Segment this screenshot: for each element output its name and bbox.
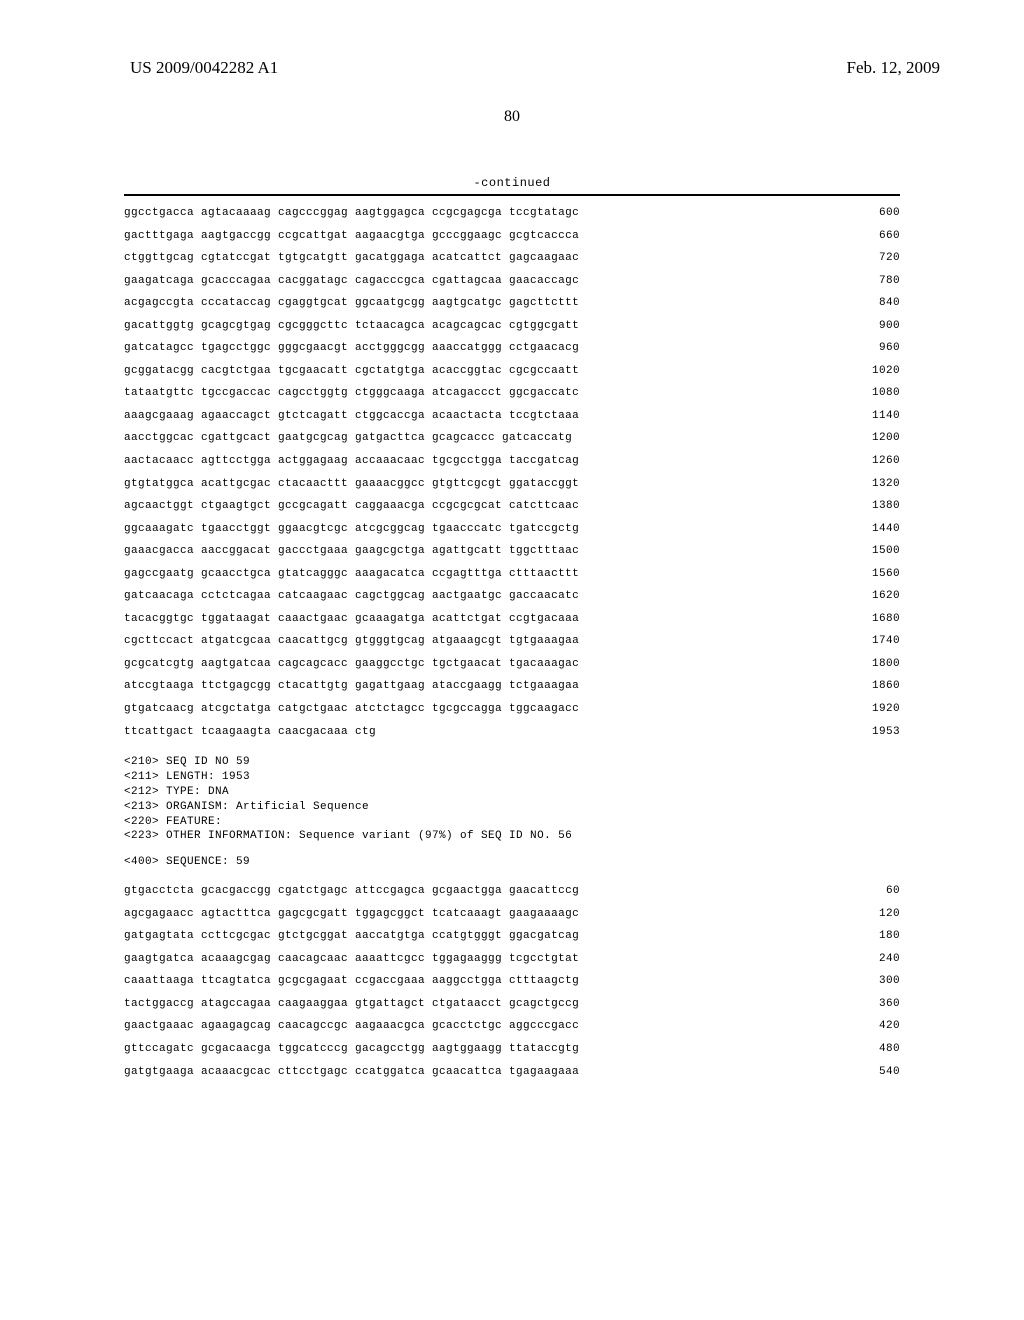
seq-line: gatcatagcc tgagcctggc gggcgaacgt acctggg… — [124, 337, 900, 360]
seq-line: acgagccgta cccataccag cgaggtgcat ggcaatg… — [124, 292, 900, 315]
sequence-block-1: ggcctgacca agtacaaaag cagcccggag aagtgga… — [124, 202, 900, 743]
seq-line: ctggttgcag cgtatccgat tgtgcatgtt gacatgg… — [124, 247, 900, 270]
seq-line: agcgagaacc agtactttca gagcgcgatt tggagcg… — [124, 903, 900, 926]
seq-line: tactggaccg atagccagaa caagaaggaa gtgatta… — [124, 993, 900, 1016]
seq-line: gttccagatc gcgacaacga tggcatcccg gacagcc… — [124, 1038, 900, 1061]
seq-line: gaagtgatca acaaagcgag caacagcaac aaaattc… — [124, 948, 900, 971]
seq-line: aaagcgaaag agaaccagct gtctcagatt ctggcac… — [124, 405, 900, 428]
seq-line: tataatgttc tgccgaccac cagcctggtg ctgggca… — [124, 382, 900, 405]
seq-line: aacctggcac cgattgcact gaatgcgcag gatgact… — [124, 427, 900, 450]
seq-line: gtgtatggca acattgcgac ctacaacttt gaaaacg… — [124, 473, 900, 496]
seq-line: gtgacctcta gcacgaccgg cgatctgagc attccga… — [124, 880, 900, 903]
seq-line: cgcttccact atgatcgcaa caacattgcg gtgggtg… — [124, 630, 900, 653]
seq-line: caaattaaga ttcagtatca gcgcgagaat ccgaccg… — [124, 970, 900, 993]
seq-line: tacacggtgc tggataagat caaactgaac gcaaaga… — [124, 608, 900, 631]
publication-date: Feb. 12, 2009 — [847, 58, 941, 78]
seq-line: gatcaacaga cctctcagaa catcaagaac cagctgg… — [124, 585, 900, 608]
seq-line: gcgcatcgtg aagtgatcaa cagcagcacc gaaggcc… — [124, 653, 900, 676]
seq-line: gaagatcaga gcacccagaa cacggatagc cagaccc… — [124, 270, 900, 293]
seq-line: gactttgaga aagtgaccgg ccgcattgat aagaacg… — [124, 225, 900, 248]
seq-line: ggcctgacca agtacaaaag cagcccggag aagtgga… — [124, 202, 900, 225]
seq-line: aactacaacc agttcctgga actggagaag accaaac… — [124, 450, 900, 473]
seq-line: gacattggtg gcagcgtgag cgcgggcttc tctaaca… — [124, 315, 900, 338]
page-number: 80 — [0, 108, 1024, 126]
seq-line: ggcaaagatc tgaacctggt ggaacgtcgc atcgcgg… — [124, 518, 900, 541]
sequence-header-label: <400> SEQUENCE: 59 — [124, 856, 900, 868]
publication-number: US 2009/0042282 A1 — [130, 58, 278, 78]
continued-label: -continued — [0, 176, 1024, 190]
seq-line: atccgtaaga ttctgagcgg ctacattgtg gagattg… — [124, 675, 900, 698]
seq-line: gaactgaaac agaagagcag caacagccgc aagaaac… — [124, 1015, 900, 1038]
divider-line — [124, 194, 900, 196]
seq-line: gtgatcaacg atcgctatga catgctgaac atctcta… — [124, 698, 900, 721]
seq-line: ttcattgact tcaagaagta caacgacaaa ctg1953 — [124, 721, 900, 744]
sequence-annotation: <210> SEQ ID NO 59 <211> LENGTH: 1953 <2… — [124, 755, 900, 844]
seq-line: gaaacgacca aaccggacat gaccctgaaa gaagcgc… — [124, 540, 900, 563]
seq-line: gatgagtata ccttcgcgac gtctgcggat aaccatg… — [124, 925, 900, 948]
page-header: US 2009/0042282 A1 Feb. 12, 2009 — [0, 0, 1024, 78]
seq-line: gcggatacgg cacgtctgaa tgcgaacatt cgctatg… — [124, 360, 900, 383]
seq-line: gagccgaatg gcaacctgca gtatcagggc aaagaca… — [124, 563, 900, 586]
seq-line: gatgtgaaga acaaacgcac cttcctgagc ccatgga… — [124, 1061, 900, 1084]
seq-line: agcaactggt ctgaagtgct gccgcagatt caggaaa… — [124, 495, 900, 518]
sequence-block-2: gtgacctcta gcacgaccgg cgatctgagc attccga… — [124, 880, 900, 1083]
